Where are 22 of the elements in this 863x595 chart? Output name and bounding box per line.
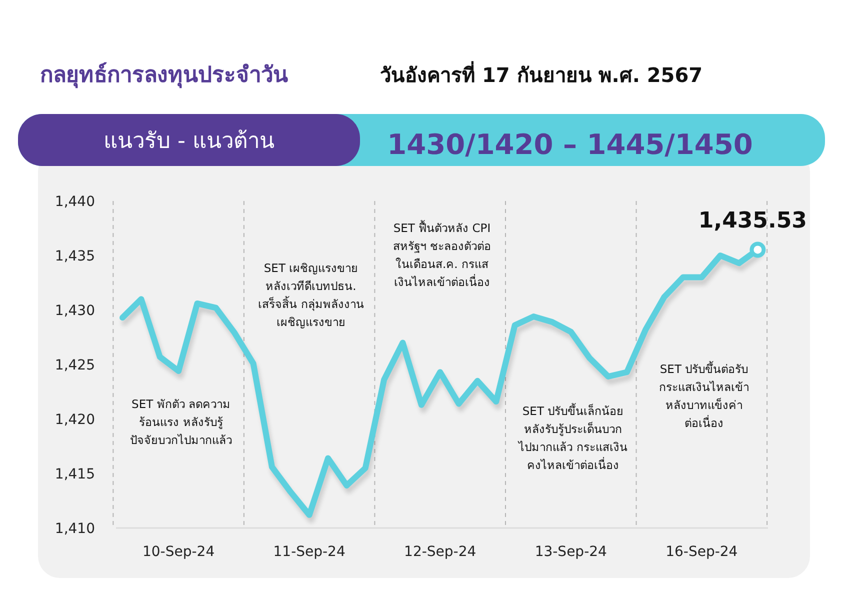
x-tick-label: 12-Sep-24 [404,544,476,560]
annotation: SET เผชิญแรงขาย หลังเวทีดีเบทปธน. เสร็จสิ้น กลุ่มพลังงาน เผชิญแรงขาย [258,261,364,329]
annotation: 1,435.53 [698,208,807,234]
y-tick-label: 1,415 [54,466,95,482]
x-tick-label: 13-Sep-24 [534,544,608,560]
annotation: SET ปรับขึ้นเล็กน้อย หลังรับรู้ประเด็นบวก ไปมากแล้ว กระแสเงิน คงไหลเข้าต่อเนื่อง [518,403,628,472]
x-tick-label: 11-Sep-24 [273,544,346,560]
y-tick-label: 1,435 [54,248,95,264]
y-tick-label: 1,420 [54,412,95,428]
x-tick-label: 16-Sep-24 [666,544,738,560]
chart-subtitle: วันอังคารที่ 17 กันยายน พ.ศ. 2567 [380,60,703,87]
text: แนวรับ - แนวต้าน [104,129,274,154]
y-tick-label: 1,440 [54,194,95,210]
y-tick-label: 1,430 [54,302,95,319]
annotation: SET พักตัว ลดความ ร้อนแรง หลังรับรู้ ปัจจัยบวกไปมากแล้ว [130,397,232,447]
annotation: SET ปรับขึ้นต่อรับ กระแสเงินไหลเข้า หลังบาทแข็งค่า ต่อเนื่อง [659,361,749,430]
text: 1430/1420 – 1445/1450 [387,128,753,161]
y-tick-label: 1,425 [54,357,95,374]
chart-title: กลยุทธ์การลงทุนประจำวัน [40,62,288,89]
x-tick-label: 10-Sep-24 [142,544,215,560]
y-tick-label: 1,410 [54,520,95,537]
annotation: SET ฟื้นตัวหลัง CPI สหรัฐฯ ชะลองตัวต่อ ในเดือนส.ค. กรแส เงินไหลเข้าต่อเนื่อง [393,220,491,289]
